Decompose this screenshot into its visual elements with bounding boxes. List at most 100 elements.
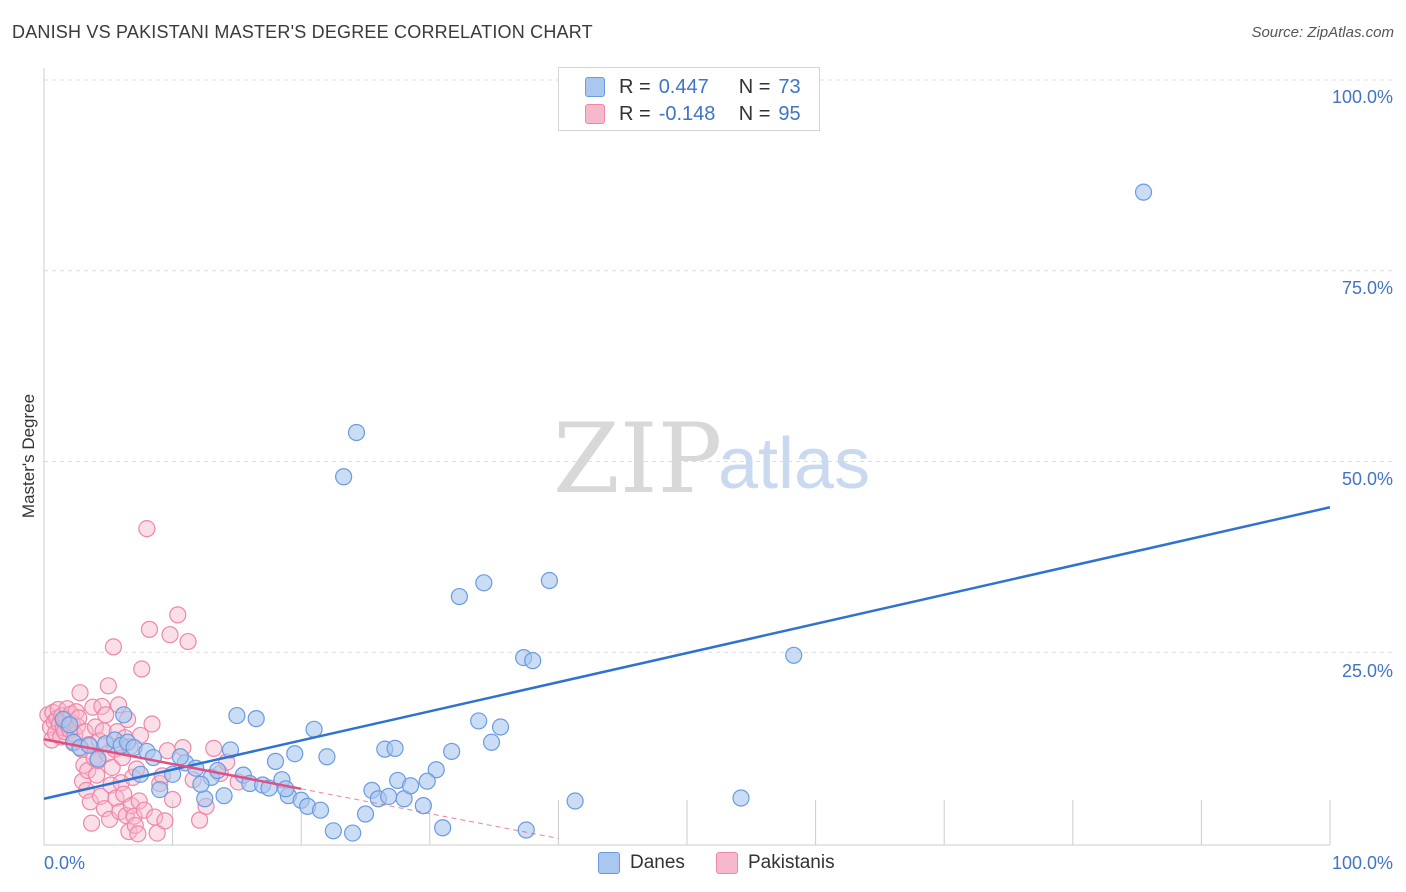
y-tick-100: 100.0% — [1332, 87, 1393, 107]
pakistanis-point — [125, 807, 143, 825]
pakistanis-point — [138, 520, 156, 538]
legend-item-danes[interactable]: Danes — [598, 852, 685, 874]
danes-point — [732, 789, 750, 807]
pakistanis-point — [99, 677, 117, 695]
x-tick-max: 100.0% — [1332, 853, 1393, 873]
pakistanis-legend-label: Pakistanis — [748, 852, 835, 873]
danes-point — [171, 748, 189, 766]
y-axis-title: Master's Degree — [19, 394, 38, 518]
danes-point — [115, 706, 133, 724]
pakistanis-point — [84, 698, 102, 716]
y-tick-25: 25.0% — [1342, 661, 1393, 681]
danes-point — [318, 748, 336, 766]
danes-point — [785, 646, 803, 664]
danes-r-value: 0.447 — [658, 75, 709, 98]
watermark-zip: ZIP — [553, 403, 722, 515]
pakistanis-r-value: -0.148 — [658, 102, 716, 125]
danes-point — [221, 741, 240, 759]
pakistanis-point — [86, 718, 105, 736]
pakistanis-point — [169, 606, 187, 624]
danes-point — [305, 720, 323, 738]
danes-point — [517, 821, 535, 839]
danes-point — [192, 775, 210, 793]
danes-point — [89, 750, 107, 768]
danes-point — [491, 718, 510, 736]
danes-n-label: N = — [738, 75, 771, 98]
source-label: Source: ZipAtlas.com — [1251, 24, 1394, 41]
pakistanis-point — [143, 715, 161, 733]
danes-point — [482, 733, 501, 751]
danes-point — [151, 780, 169, 799]
danes-point — [401, 777, 420, 795]
danes-point — [344, 824, 362, 842]
pakistanis-n-label: N = — [738, 102, 771, 125]
danes-point — [475, 574, 493, 592]
danes-points — [54, 183, 1153, 842]
pakistanis-point — [71, 684, 89, 702]
danes-point — [311, 801, 330, 819]
danes-trend-line — [43, 506, 1331, 800]
danes-point — [1134, 183, 1153, 201]
pakistanis-point — [129, 825, 147, 843]
pakistanis-point — [135, 801, 153, 819]
watermark-atlas: atlas — [718, 424, 870, 504]
danes-legend-label: Danes — [630, 852, 685, 873]
pakistanis-point — [191, 811, 209, 829]
danes-point — [524, 652, 542, 670]
danes-point — [566, 792, 584, 810]
danes-n-value: 73 — [778, 75, 801, 98]
pakistanis-point — [93, 697, 111, 716]
correlation-legend: R = 0.447 N = 73 R = -0.148 N = 95 — [558, 67, 820, 131]
danes-point — [540, 571, 558, 590]
danes-point — [144, 748, 162, 767]
danes-point — [80, 736, 98, 754]
pakistanis-point — [82, 814, 101, 832]
danes-point — [434, 819, 452, 837]
danes-point — [443, 742, 461, 761]
chart-title: DANISH VS PAKISTANI MASTER'S DEGREE CORR… — [12, 22, 593, 42]
danes-point — [418, 772, 436, 790]
pakistanis-point — [97, 706, 115, 724]
pakistanis-trend-line — [43, 738, 302, 791]
pakistanis-point — [161, 626, 179, 644]
danes-point — [266, 752, 285, 770]
pakistanis-point — [130, 792, 148, 810]
y-tick-75: 75.0% — [1342, 278, 1393, 298]
danes-point — [380, 787, 398, 806]
pakistanis-point — [164, 790, 182, 809]
danes-point — [61, 716, 79, 734]
danes-point — [277, 780, 295, 798]
pakistanis-point — [148, 824, 166, 842]
danes-legend-swatch — [598, 852, 620, 874]
danes-point — [131, 765, 150, 783]
legend-row-pakistanis: R = -0.148 N = 95 — [585, 102, 801, 126]
danes-point — [347, 423, 366, 442]
pakistanis-r-label: R = — [619, 102, 651, 125]
pakistanis-point — [205, 739, 223, 757]
trend-layer — [43, 506, 1331, 839]
pakistanis-point — [103, 758, 121, 777]
pakistanis-trend-extension — [301, 788, 559, 839]
danes-point — [414, 797, 432, 815]
pakistanis-point — [107, 789, 125, 807]
pakistanis-point — [104, 638, 123, 656]
pakistanis-point — [179, 632, 197, 651]
danes-point — [470, 712, 488, 730]
pakistanis-point — [140, 620, 159, 638]
danes-swatch — [585, 77, 605, 97]
danes-point — [196, 790, 214, 808]
pakistanis-point — [156, 812, 174, 830]
pakistanis-legend-swatch — [716, 852, 738, 874]
danes-point — [386, 739, 404, 757]
danes-point — [286, 745, 304, 763]
series-legend: Danes Pakistanis — [0, 852, 1406, 878]
pakistanis-point — [81, 793, 99, 811]
danes-point — [427, 761, 445, 779]
watermark: ZIP atlas — [553, 403, 870, 515]
danes-point — [356, 805, 375, 823]
danes-point — [324, 822, 342, 840]
danes-point — [215, 787, 233, 805]
legend-item-pakistanis[interactable]: Pakistanis — [716, 852, 835, 874]
pakistanis-point — [88, 766, 106, 784]
